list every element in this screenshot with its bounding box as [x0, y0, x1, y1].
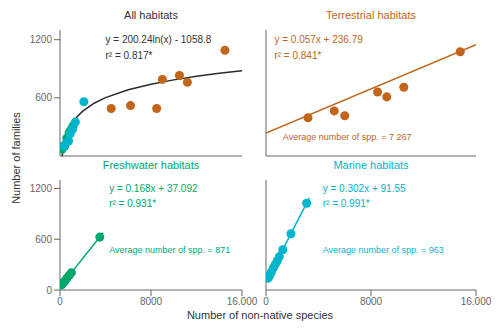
- svg-text:16.000: 16.000: [461, 296, 492, 307]
- html-text:Average number of spp. = 7 267: Average number of spp. = 7 267: [282, 131, 412, 142]
- html-text:y = 200.24ln(x) - 1058.8: y = 200.24ln(x) - 1058.8: [105, 33, 212, 45]
- svg-text:0: 0: [46, 285, 52, 296]
- html-text:r² = 0.931*: r² = 0.931*: [109, 197, 157, 209]
- html-text:r² = 0.991*: r² = 0.991*: [322, 197, 370, 209]
- svg-text:1200: 1200: [30, 34, 53, 45]
- html-text:y = 0.168x + 37.092: y = 0.168x + 37.092: [109, 183, 198, 195]
- html-text:y = 0.302x + 91.55: y = 0.302x + 91.55: [322, 183, 406, 195]
- svg-text:1200: 1200: [30, 183, 53, 194]
- html-text:Terrestrial habitats: Terrestrial habitats: [326, 9, 416, 21]
- html-text:r² = 0.817*: r² = 0.817*: [105, 50, 153, 62]
- svg-text:0: 0: [263, 296, 269, 307]
- html-text:Average number of spp. = 963: Average number of spp. = 963: [322, 244, 444, 255]
- html-text:Number of non-native species: Number of non-native species: [186, 309, 334, 321]
- svg-text:600: 600: [35, 234, 52, 245]
- svg-text:8000: 8000: [140, 296, 163, 307]
- svg-text:8000: 8000: [360, 296, 383, 307]
- svg-text:0: 0: [57, 296, 63, 307]
- html-text:Marine habitats: Marine habitats: [333, 159, 409, 171]
- html-text:All habitats: All habitats: [124, 9, 178, 21]
- html-text:Average number of spp. = 871: Average number of spp. = 871: [109, 244, 231, 255]
- svg-text:600: 600: [35, 92, 52, 103]
- html-text:r² = 0.841*: r² = 0.841*: [274, 50, 322, 62]
- html-text:y = 0.057x + 236.79: y = 0.057x + 236.79: [274, 33, 363, 45]
- html-text:Freshwater habitats: Freshwater habitats: [102, 159, 200, 171]
- html-text:Number of families: Number of families: [10, 112, 22, 204]
- svg-text:16.000: 16.000: [227, 296, 258, 307]
